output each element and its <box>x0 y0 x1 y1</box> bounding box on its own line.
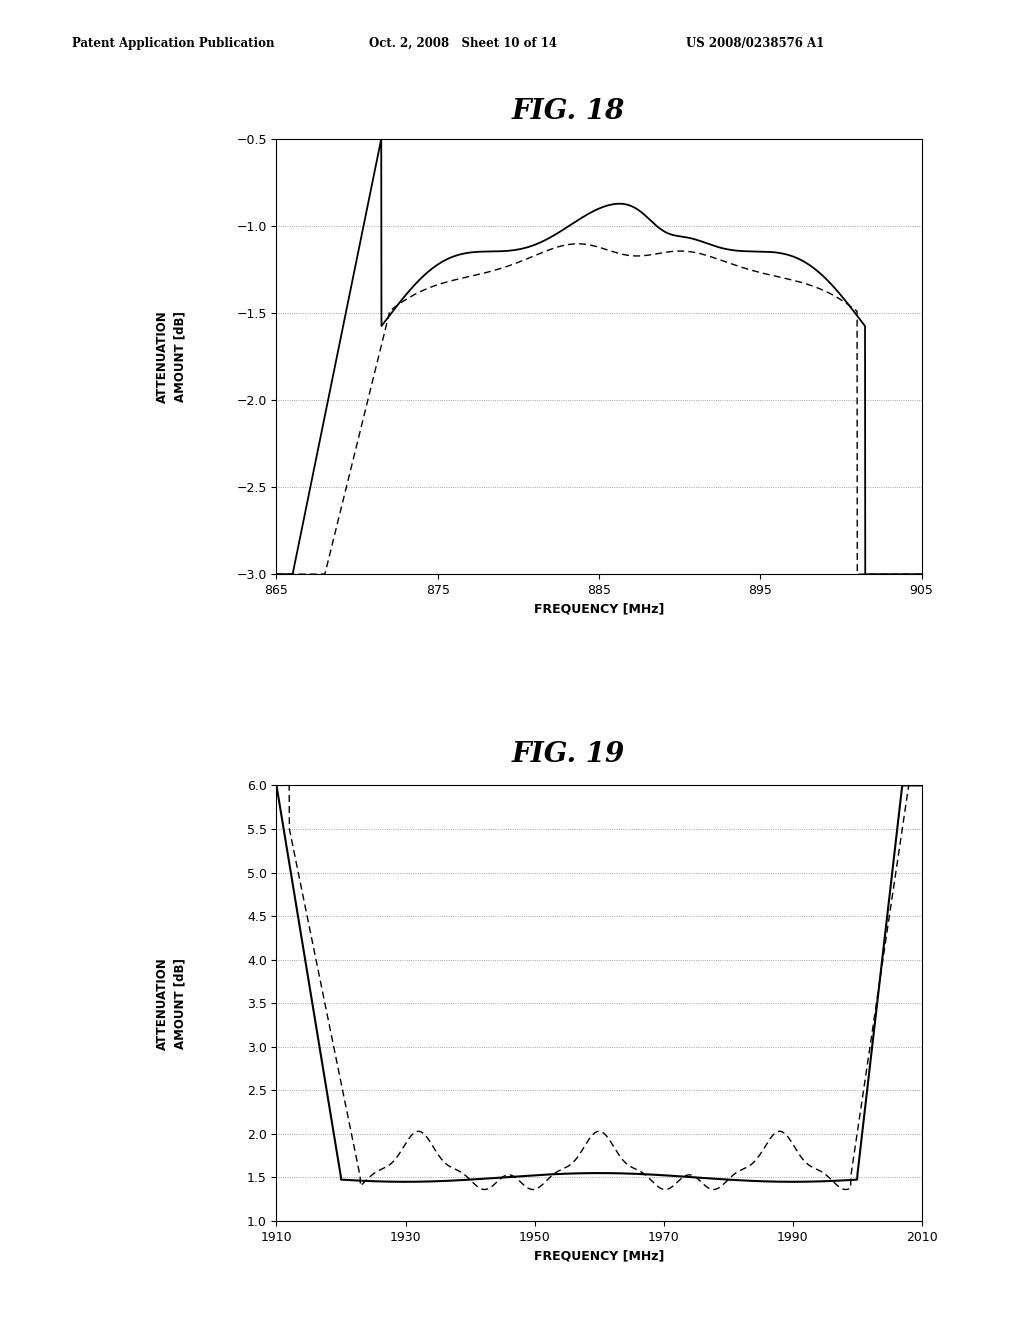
Text: FIG. 19: FIG. 19 <box>512 742 625 768</box>
Y-axis label: ATTENUATION
AMOUNT [dB]: ATTENUATION AMOUNT [dB] <box>157 957 186 1049</box>
Y-axis label: ATTENUATION
AMOUNT [dB]: ATTENUATION AMOUNT [dB] <box>157 310 186 403</box>
Text: Oct. 2, 2008   Sheet 10 of 14: Oct. 2, 2008 Sheet 10 of 14 <box>369 37 557 50</box>
X-axis label: FREQUENCY [MHz]: FREQUENCY [MHz] <box>534 1249 665 1262</box>
Text: FIG. 18: FIG. 18 <box>512 99 625 125</box>
X-axis label: FREQUENCY [MHz]: FREQUENCY [MHz] <box>534 602 665 615</box>
Text: US 2008/0238576 A1: US 2008/0238576 A1 <box>686 37 824 50</box>
Text: Patent Application Publication: Patent Application Publication <box>72 37 274 50</box>
